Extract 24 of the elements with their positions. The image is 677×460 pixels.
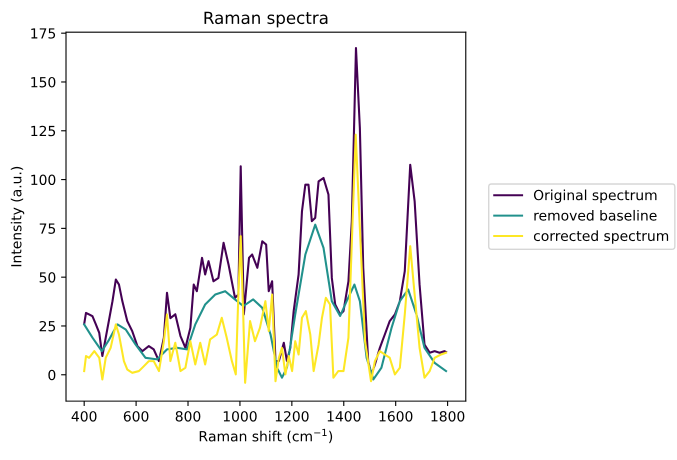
x-tick-label: 400 — [72, 411, 97, 422]
y-tick-label: 50 — [40, 272, 56, 283]
x-tick-label: 800 — [176, 411, 200, 422]
legend-label: corrected spectrum — [534, 230, 668, 244]
y-tick-label: 25 — [40, 320, 56, 332]
line-series — [83, 134, 448, 384]
x-tick-label: 1200 — [276, 411, 309, 422]
x-tick-label: 600 — [124, 411, 148, 422]
x-tick-label: 1000 — [224, 411, 257, 422]
legend-label: removed baseline — [534, 210, 657, 221]
x-tick-label: 1800 — [431, 411, 464, 422]
y-axis-title: Intensity (a.u.) — [10, 166, 24, 266]
x-axis-title: Raman shift (cm$^{−1}$) — [200, 428, 332, 444]
x-tick-label: 1400 — [328, 411, 361, 422]
chart-title: Raman spectra — [204, 12, 328, 28]
y-tick-label: 100 — [31, 174, 56, 186]
y-tick-label: 0 — [48, 370, 56, 380]
y-tick-label: 150 — [31, 76, 56, 88]
y-tick-label: 125 — [31, 126, 56, 136]
legend-label: Original spectrum — [534, 190, 656, 203]
y-tick-label: 75 — [40, 224, 56, 234]
y-tick-label: 175 — [31, 28, 56, 39]
line-series — [83, 224, 448, 380]
x-tick-label: 1600 — [380, 411, 412, 422]
